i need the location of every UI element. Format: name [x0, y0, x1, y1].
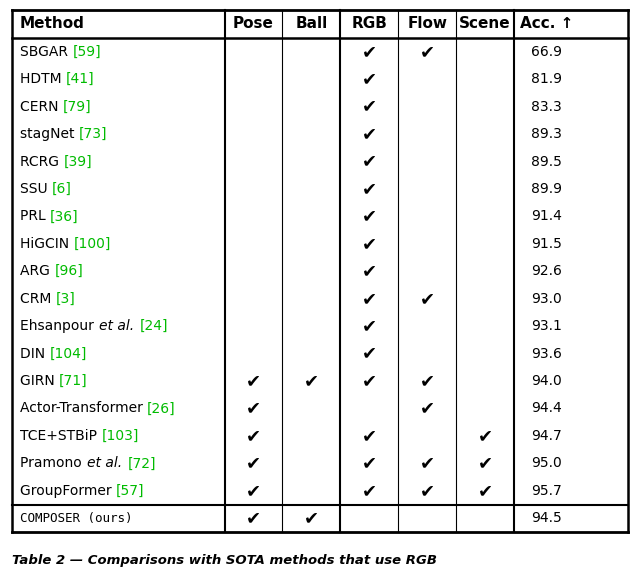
Text: ✔: ✔	[362, 262, 377, 280]
Text: [26]: [26]	[147, 401, 176, 415]
Text: ✔: ✔	[362, 482, 377, 500]
Text: TCE+STBiP: TCE+STBiP	[20, 429, 101, 443]
Text: ✔: ✔	[362, 455, 377, 473]
Text: ✔: ✔	[246, 372, 261, 390]
Text: 91.5: 91.5	[531, 237, 562, 251]
Text: stagNet: stagNet	[20, 127, 79, 141]
Text: 91.4: 91.4	[531, 209, 562, 223]
Text: ✔: ✔	[420, 290, 435, 308]
Text: 94.4: 94.4	[531, 401, 562, 415]
Text: RGB: RGB	[351, 16, 387, 32]
Text: ✔: ✔	[246, 400, 261, 418]
Text: Pose: Pose	[233, 16, 274, 32]
Text: RCRG: RCRG	[20, 154, 63, 168]
Text: SSU: SSU	[20, 182, 52, 196]
Text: et al.: et al.	[99, 319, 139, 333]
Text: GIRN: GIRN	[20, 374, 59, 388]
Text: ✔: ✔	[246, 455, 261, 473]
Text: 94.7: 94.7	[531, 429, 562, 443]
Text: ✔: ✔	[362, 372, 377, 390]
Text: [3]: [3]	[56, 292, 76, 306]
Text: ✔: ✔	[304, 372, 319, 390]
Text: CRM: CRM	[20, 292, 56, 306]
Text: 95.7: 95.7	[531, 484, 562, 498]
Text: ✔: ✔	[477, 482, 493, 500]
Text: ✔: ✔	[246, 482, 261, 500]
Text: 92.6: 92.6	[531, 264, 562, 278]
Text: 89.9: 89.9	[531, 182, 562, 196]
Text: 94.5: 94.5	[531, 511, 562, 525]
Text: ✔: ✔	[420, 482, 435, 500]
Text: 95.0: 95.0	[531, 456, 562, 470]
Text: [103]: [103]	[101, 429, 139, 443]
Text: Acc. ↑: Acc. ↑	[520, 16, 573, 32]
Text: 66.9: 66.9	[531, 44, 562, 59]
Text: GroupFormer: GroupFormer	[20, 484, 116, 498]
Text: ✔: ✔	[304, 510, 319, 527]
Text: 83.3: 83.3	[531, 99, 562, 113]
Text: 93.1: 93.1	[531, 319, 562, 333]
Text: ✔: ✔	[420, 43, 435, 61]
Text: 81.9: 81.9	[531, 72, 562, 86]
Text: Ball: Ball	[295, 16, 328, 32]
Text: [72]: [72]	[127, 456, 156, 470]
Text: ✔: ✔	[246, 427, 261, 445]
Text: [71]: [71]	[59, 374, 88, 388]
Text: [79]: [79]	[63, 99, 92, 113]
Text: ✔: ✔	[362, 125, 377, 143]
Text: ✔: ✔	[420, 455, 435, 473]
Text: ✔: ✔	[362, 153, 377, 170]
Text: Flow: Flow	[407, 16, 447, 32]
Text: ✔: ✔	[477, 455, 493, 473]
Text: [59]: [59]	[72, 44, 101, 59]
Text: ✔: ✔	[362, 43, 377, 61]
Text: Table 2 — Comparisons with SOTA methods that use RGB: Table 2 — Comparisons with SOTA methods …	[12, 554, 437, 567]
Text: ✔: ✔	[362, 235, 377, 253]
Text: [73]: [73]	[79, 127, 108, 141]
Text: COMPOSER (ours): COMPOSER (ours)	[20, 512, 132, 525]
Text: Method: Method	[20, 16, 85, 32]
Text: HiGCIN: HiGCIN	[20, 237, 74, 251]
Text: 89.5: 89.5	[531, 154, 562, 168]
Text: Pramono: Pramono	[20, 456, 86, 470]
Text: [96]: [96]	[54, 264, 83, 278]
Text: ✔: ✔	[362, 98, 377, 116]
Text: ✔: ✔	[362, 70, 377, 88]
Text: [41]: [41]	[66, 72, 95, 86]
Text: ✔: ✔	[477, 427, 493, 445]
Text: 94.0: 94.0	[531, 374, 562, 388]
Text: ✔: ✔	[420, 400, 435, 418]
Text: 93.0: 93.0	[531, 292, 562, 306]
Text: ARG: ARG	[20, 264, 54, 278]
Text: ✔: ✔	[246, 510, 261, 527]
Text: PRL: PRL	[20, 209, 50, 223]
Text: ✔: ✔	[420, 372, 435, 390]
Text: CERN: CERN	[20, 99, 63, 113]
Text: DIN: DIN	[20, 346, 49, 360]
Text: [24]: [24]	[140, 319, 168, 333]
Text: Ehsanpour: Ehsanpour	[20, 319, 99, 333]
Text: Scene: Scene	[460, 16, 511, 32]
Text: [100]: [100]	[74, 237, 111, 251]
Text: 93.6: 93.6	[531, 346, 562, 360]
Text: ✔: ✔	[362, 427, 377, 445]
Text: Actor-Transformer: Actor-Transformer	[20, 401, 147, 415]
Text: [6]: [6]	[52, 182, 72, 196]
Text: et al.: et al.	[87, 456, 127, 470]
Text: 89.3: 89.3	[531, 127, 562, 141]
Text: ✔: ✔	[362, 317, 377, 335]
Text: ✔: ✔	[362, 208, 377, 225]
Text: ✔: ✔	[362, 345, 377, 363]
Text: ✔: ✔	[362, 180, 377, 198]
Text: [36]: [36]	[50, 209, 79, 223]
Text: [57]: [57]	[116, 484, 145, 498]
Text: ✔: ✔	[362, 290, 377, 308]
Text: SBGAR: SBGAR	[20, 44, 72, 59]
Text: [39]: [39]	[63, 154, 92, 168]
Text: HDTM: HDTM	[20, 72, 66, 86]
Text: [104]: [104]	[49, 346, 87, 360]
